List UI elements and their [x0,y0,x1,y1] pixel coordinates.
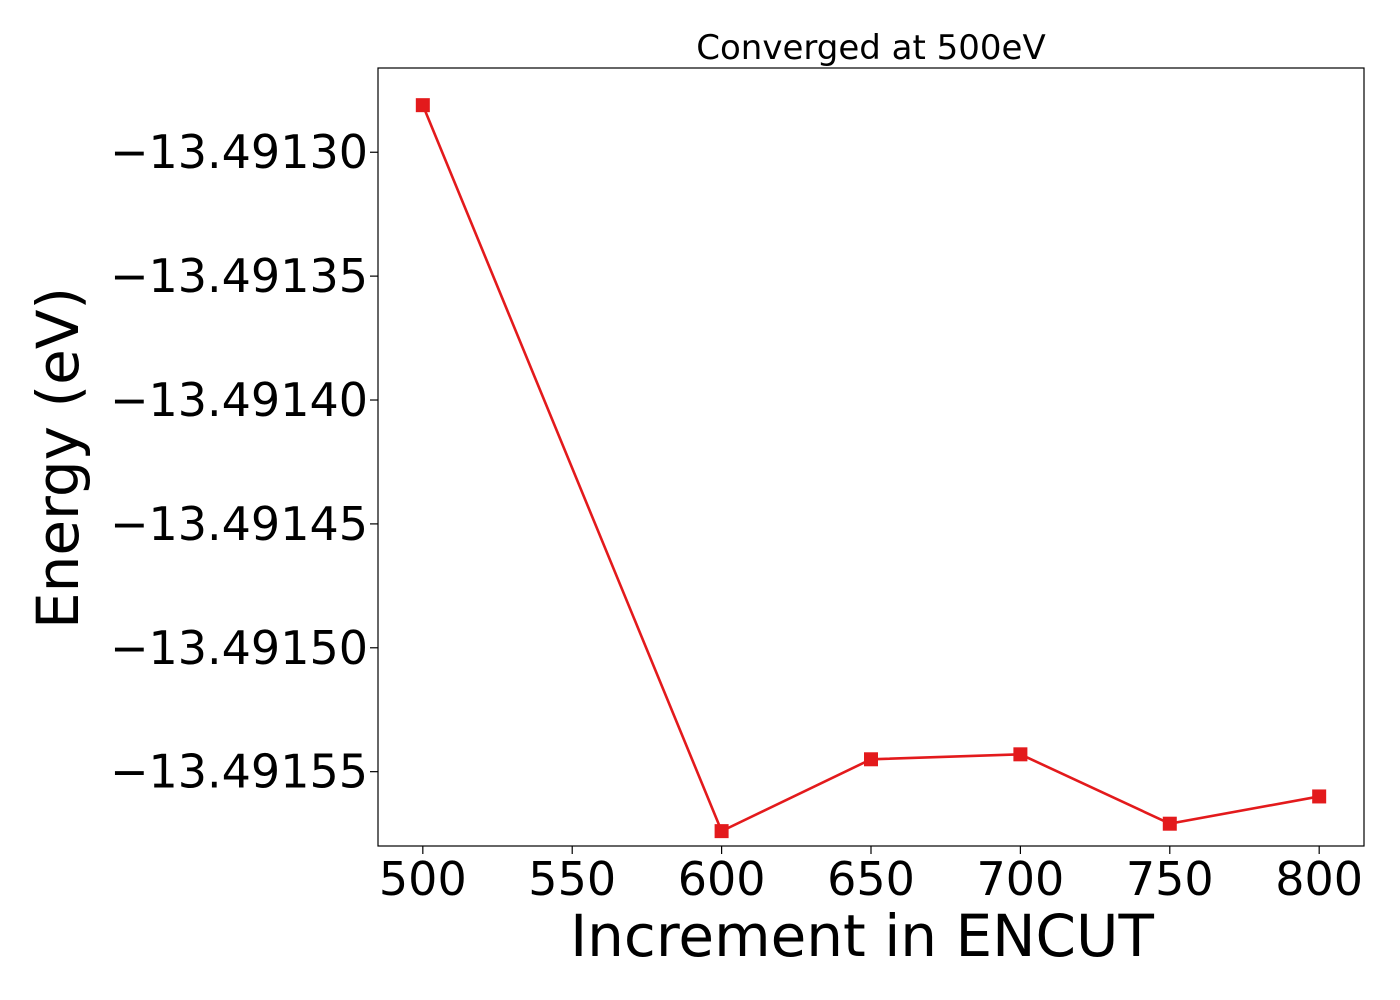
data-point-marker [1013,747,1028,762]
plot-area [377,67,1365,847]
data-point-marker [864,752,878,767]
y-axis-ticks: −13.49130 −13.49135 −13.49140 −13.49145 −13.… [110,125,378,799]
x-tick-label: 500 [379,852,467,906]
series-group [415,98,1327,839]
x-tick-label: 700 [976,852,1064,906]
y-axis-label: Energy (eV) [24,287,92,629]
data-point-marker [415,98,430,113]
data-point-marker [714,824,729,839]
x-tick-label: 600 [678,852,766,906]
chart-title: Converged at 500eV [696,28,1045,68]
data-point-marker [1312,789,1327,804]
x-axis-label: Increment in ENCUT [570,902,1154,970]
y-tick-label: −13.49140 [110,373,368,427]
x-axis-ticks: 500 550 600 650 700 750 800 [379,846,1363,906]
x-tick-label: 800 [1275,852,1363,906]
y-tick-label: −13.49145 [110,497,368,551]
data-point-marker [1162,816,1177,831]
x-tick-label: 750 [1126,852,1214,906]
x-tick-label: 650 [827,852,915,906]
y-tick-label: −13.49135 [110,249,368,303]
y-tick-label: −13.49130 [110,125,368,179]
series-line [421,104,1320,833]
y-tick-label: −13.49155 [110,745,368,799]
x-tick-label: 550 [528,852,616,906]
y-tick-label: −13.49150 [110,621,368,675]
